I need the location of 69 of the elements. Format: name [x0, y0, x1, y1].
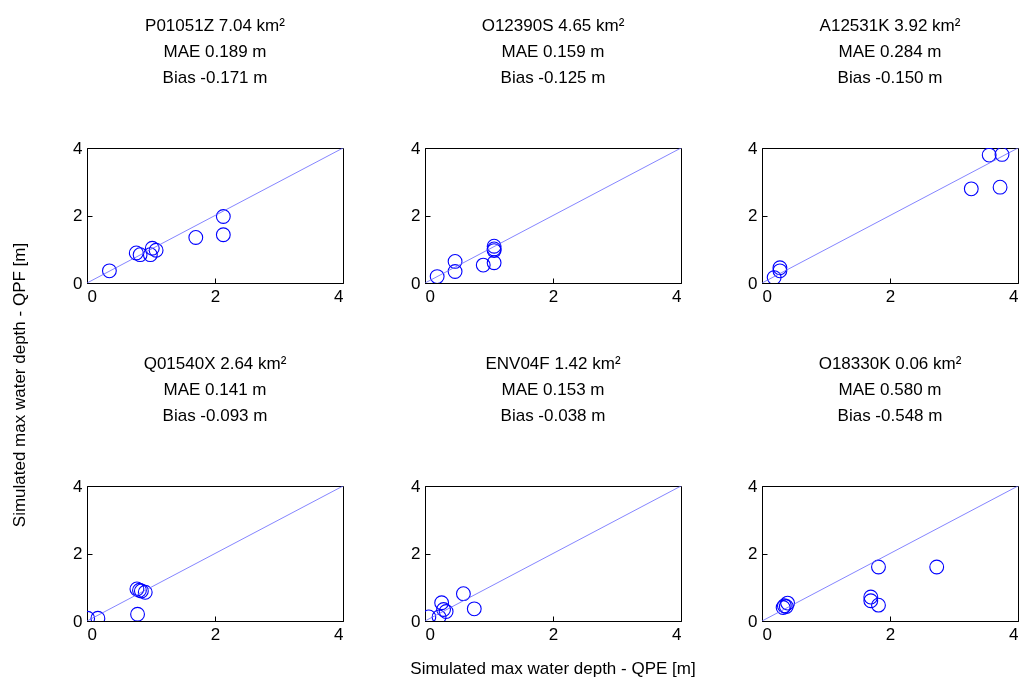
y-tick-label: 4: [748, 476, 758, 496]
x-tick-label: 0: [425, 624, 435, 644]
point: [144, 240, 160, 256]
y-tick-label: 2: [73, 544, 83, 563]
y-tick-label: 0: [748, 611, 758, 631]
y-tick-label: 0: [73, 273, 83, 293]
point: [142, 247, 158, 263]
x-tick-label: 0: [87, 286, 97, 306]
chart-title: Q01540X 2.64 km² MAE 0.141 m Bias -0.093 m: [143, 354, 287, 425]
x-tick-label: 0: [425, 286, 435, 306]
y-tick-label: 4: [73, 138, 83, 158]
point: [148, 242, 164, 258]
point: [992, 179, 1008, 195]
point: [994, 148, 1010, 162]
y-axis-title: Simulated max water depth - QPF [m]: [10, 242, 30, 528]
x-tick-label: 4: [1009, 286, 1019, 306]
point: [766, 270, 782, 283]
chart-title: O12390S 4.65 km² MAE 0.159 m Bias -0.125 m: [481, 16, 625, 87]
y-tick-label: 2: [748, 206, 758, 225]
point: [429, 269, 445, 283]
x-tick-label: 0: [87, 624, 97, 644]
x-tick-label: 4: [1009, 624, 1019, 644]
point: [132, 247, 148, 263]
chart-title: P01051Z 7.04 km² MAE 0.189 m Bias -0.171 m: [145, 16, 286, 87]
point: [780, 595, 796, 611]
y-tick-label: 2: [748, 544, 758, 563]
x-tick-label: 2: [548, 624, 559, 644]
point: [871, 559, 886, 575]
point: [188, 230, 204, 245]
point: [215, 209, 231, 224]
chart-title: ENV04F 1.42 km² MAE 0.153 m Bias -0.038 m: [485, 354, 621, 425]
point: [963, 181, 979, 197]
y-tick-label: 4: [411, 476, 421, 496]
y-tick-label: 2: [411, 206, 421, 225]
point: [981, 148, 997, 163]
point: [101, 263, 117, 279]
x-tick-label: 2: [548, 286, 559, 306]
y-tick-label: 0: [411, 611, 421, 631]
point: [863, 589, 879, 605]
x-tick-label: 2: [885, 624, 896, 644]
x-tick-label: 4: [672, 624, 682, 644]
y-tick-label: 4: [411, 138, 421, 158]
point: [863, 593, 879, 609]
x-tick-label: 2: [210, 286, 221, 306]
point: [871, 597, 886, 613]
point: [215, 227, 231, 243]
x-tick-label: 4: [334, 624, 344, 644]
y-tick-label: 2: [411, 544, 421, 563]
y-tick-label: 0: [411, 273, 421, 293]
point: [929, 559, 945, 575]
y-tick-label: 0: [748, 273, 758, 293]
x-axis-title: Simulated max water depth - QPE [m]: [410, 659, 696, 679]
point: [128, 245, 144, 261]
point: [447, 264, 463, 279]
point: [486, 255, 502, 271]
x-tick-label: 0: [762, 286, 772, 306]
y-tick-label: 2: [73, 206, 83, 225]
x-tick-label: 4: [334, 286, 344, 306]
chart-title: A12531K 3.92 km² MAE 0.284 m Bias -0.150 m: [819, 16, 961, 87]
y-tick-label: 4: [73, 476, 83, 496]
y-tick-label: 0: [73, 611, 83, 631]
y-tick-label: 4: [748, 138, 758, 158]
chart-title: O18330K 0.06 km² MAE 0.580 m Bias -0.548 m: [818, 354, 962, 425]
x-tick-label: 2: [210, 624, 221, 644]
x-tick-label: 0: [762, 624, 772, 644]
point: [475, 257, 491, 273]
x-tick-label: 4: [672, 286, 682, 306]
point: [447, 253, 463, 269]
x-tick-label: 2: [885, 286, 896, 306]
